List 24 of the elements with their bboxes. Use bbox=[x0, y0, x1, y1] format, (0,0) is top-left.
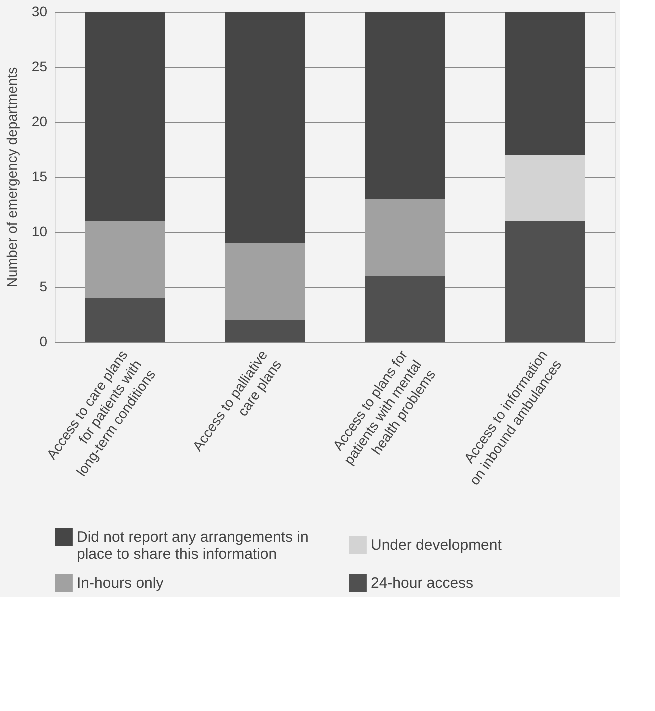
y-tick-label: 5 bbox=[40, 278, 48, 294]
y-axis-title: Number of emergency departments bbox=[4, 67, 20, 288]
y-tick-label: 15 bbox=[32, 168, 48, 184]
y-tick-label: 20 bbox=[32, 114, 48, 130]
bar bbox=[225, 12, 305, 243]
bar bbox=[365, 276, 445, 342]
bar bbox=[365, 12, 445, 199]
bar bbox=[365, 199, 445, 276]
legend-label: 24-hour access bbox=[371, 575, 474, 592]
y-tick-label: 25 bbox=[32, 58, 48, 74]
y-tick-label: 30 bbox=[32, 4, 48, 20]
legend-label: Did not report any arrangements in place to share this information bbox=[77, 529, 309, 563]
bar bbox=[85, 12, 165, 221]
bar bbox=[225, 320, 305, 342]
y-tick-label: 0 bbox=[40, 334, 48, 350]
bar bbox=[225, 243, 305, 320]
bar bbox=[505, 155, 585, 221]
bar bbox=[85, 298, 165, 342]
bar bbox=[505, 12, 585, 155]
legend-label: In-hours only bbox=[77, 575, 164, 592]
y-tick-label: 10 bbox=[32, 224, 48, 240]
bar bbox=[505, 221, 585, 342]
legend-label: Under development bbox=[371, 537, 503, 554]
bar bbox=[85, 221, 165, 298]
